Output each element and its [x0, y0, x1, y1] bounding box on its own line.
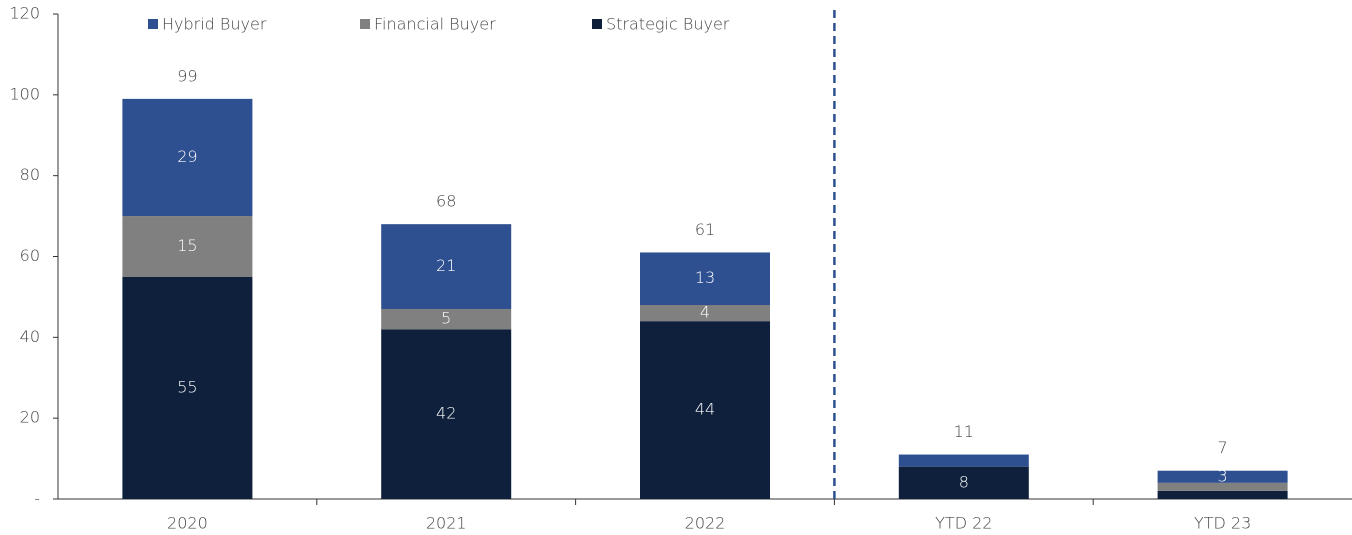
- bar-segment: [898, 466, 1029, 499]
- x-tick-label: YTD 23: [1194, 514, 1251, 533]
- legend-swatch: [592, 19, 602, 29]
- y-tick-label: 80: [20, 165, 40, 184]
- total-label: 99: [177, 66, 197, 85]
- total-label: 11: [954, 422, 974, 441]
- legend-swatch: [148, 19, 158, 29]
- y-tick-label: 40: [20, 327, 40, 346]
- bar-segment: [122, 98, 253, 217]
- total-label: 68: [436, 192, 456, 211]
- bar-segment: [381, 329, 512, 499]
- segment-label: 5: [441, 309, 451, 328]
- y-tick-label: 20: [20, 408, 40, 427]
- segment-label: 4: [700, 303, 710, 322]
- x-tick-label: YTD 22: [935, 514, 992, 533]
- bar-segment: [122, 276, 253, 499]
- total-label: 61: [695, 220, 715, 239]
- segment-label: 13: [695, 268, 715, 287]
- total-label: 7: [1218, 438, 1228, 457]
- bar-segment: [640, 305, 770, 322]
- bar-segment: [640, 252, 770, 305]
- x-tick-label: 2022: [685, 514, 726, 533]
- bar-segment: [381, 309, 512, 330]
- segment-label: 29: [177, 147, 197, 166]
- legend-label: Hybrid Buyer: [162, 15, 267, 34]
- legend-label: Strategic Buyer: [606, 15, 730, 34]
- y-tick-label: -: [34, 489, 40, 508]
- x-tick-label: 2020: [167, 514, 208, 533]
- bar-segment: [640, 321, 770, 499]
- y-tick-label: 100: [9, 84, 40, 103]
- legend-swatch: [360, 19, 370, 29]
- segment-label: 3: [1218, 466, 1228, 485]
- segment-label: 42: [436, 404, 456, 423]
- segment-label: 21: [436, 256, 456, 275]
- legend-label: Financial Buyer: [374, 15, 496, 34]
- bar-segment: [122, 216, 253, 277]
- y-tick-label: 120: [9, 4, 40, 23]
- bar-segment: [1157, 470, 1288, 483]
- x-tick-label: 2021: [426, 514, 467, 533]
- bar-segment: [1157, 482, 1288, 491]
- bar-segment: [381, 224, 512, 310]
- y-tick-label: 60: [20, 246, 40, 265]
- segment-label: 44: [695, 400, 715, 419]
- bar-segment: [898, 454, 1029, 467]
- segment-label: 55: [177, 377, 197, 396]
- segment-label: 8: [959, 472, 969, 491]
- segment-label: 15: [177, 236, 197, 255]
- bar-segment: [1157, 490, 1288, 499]
